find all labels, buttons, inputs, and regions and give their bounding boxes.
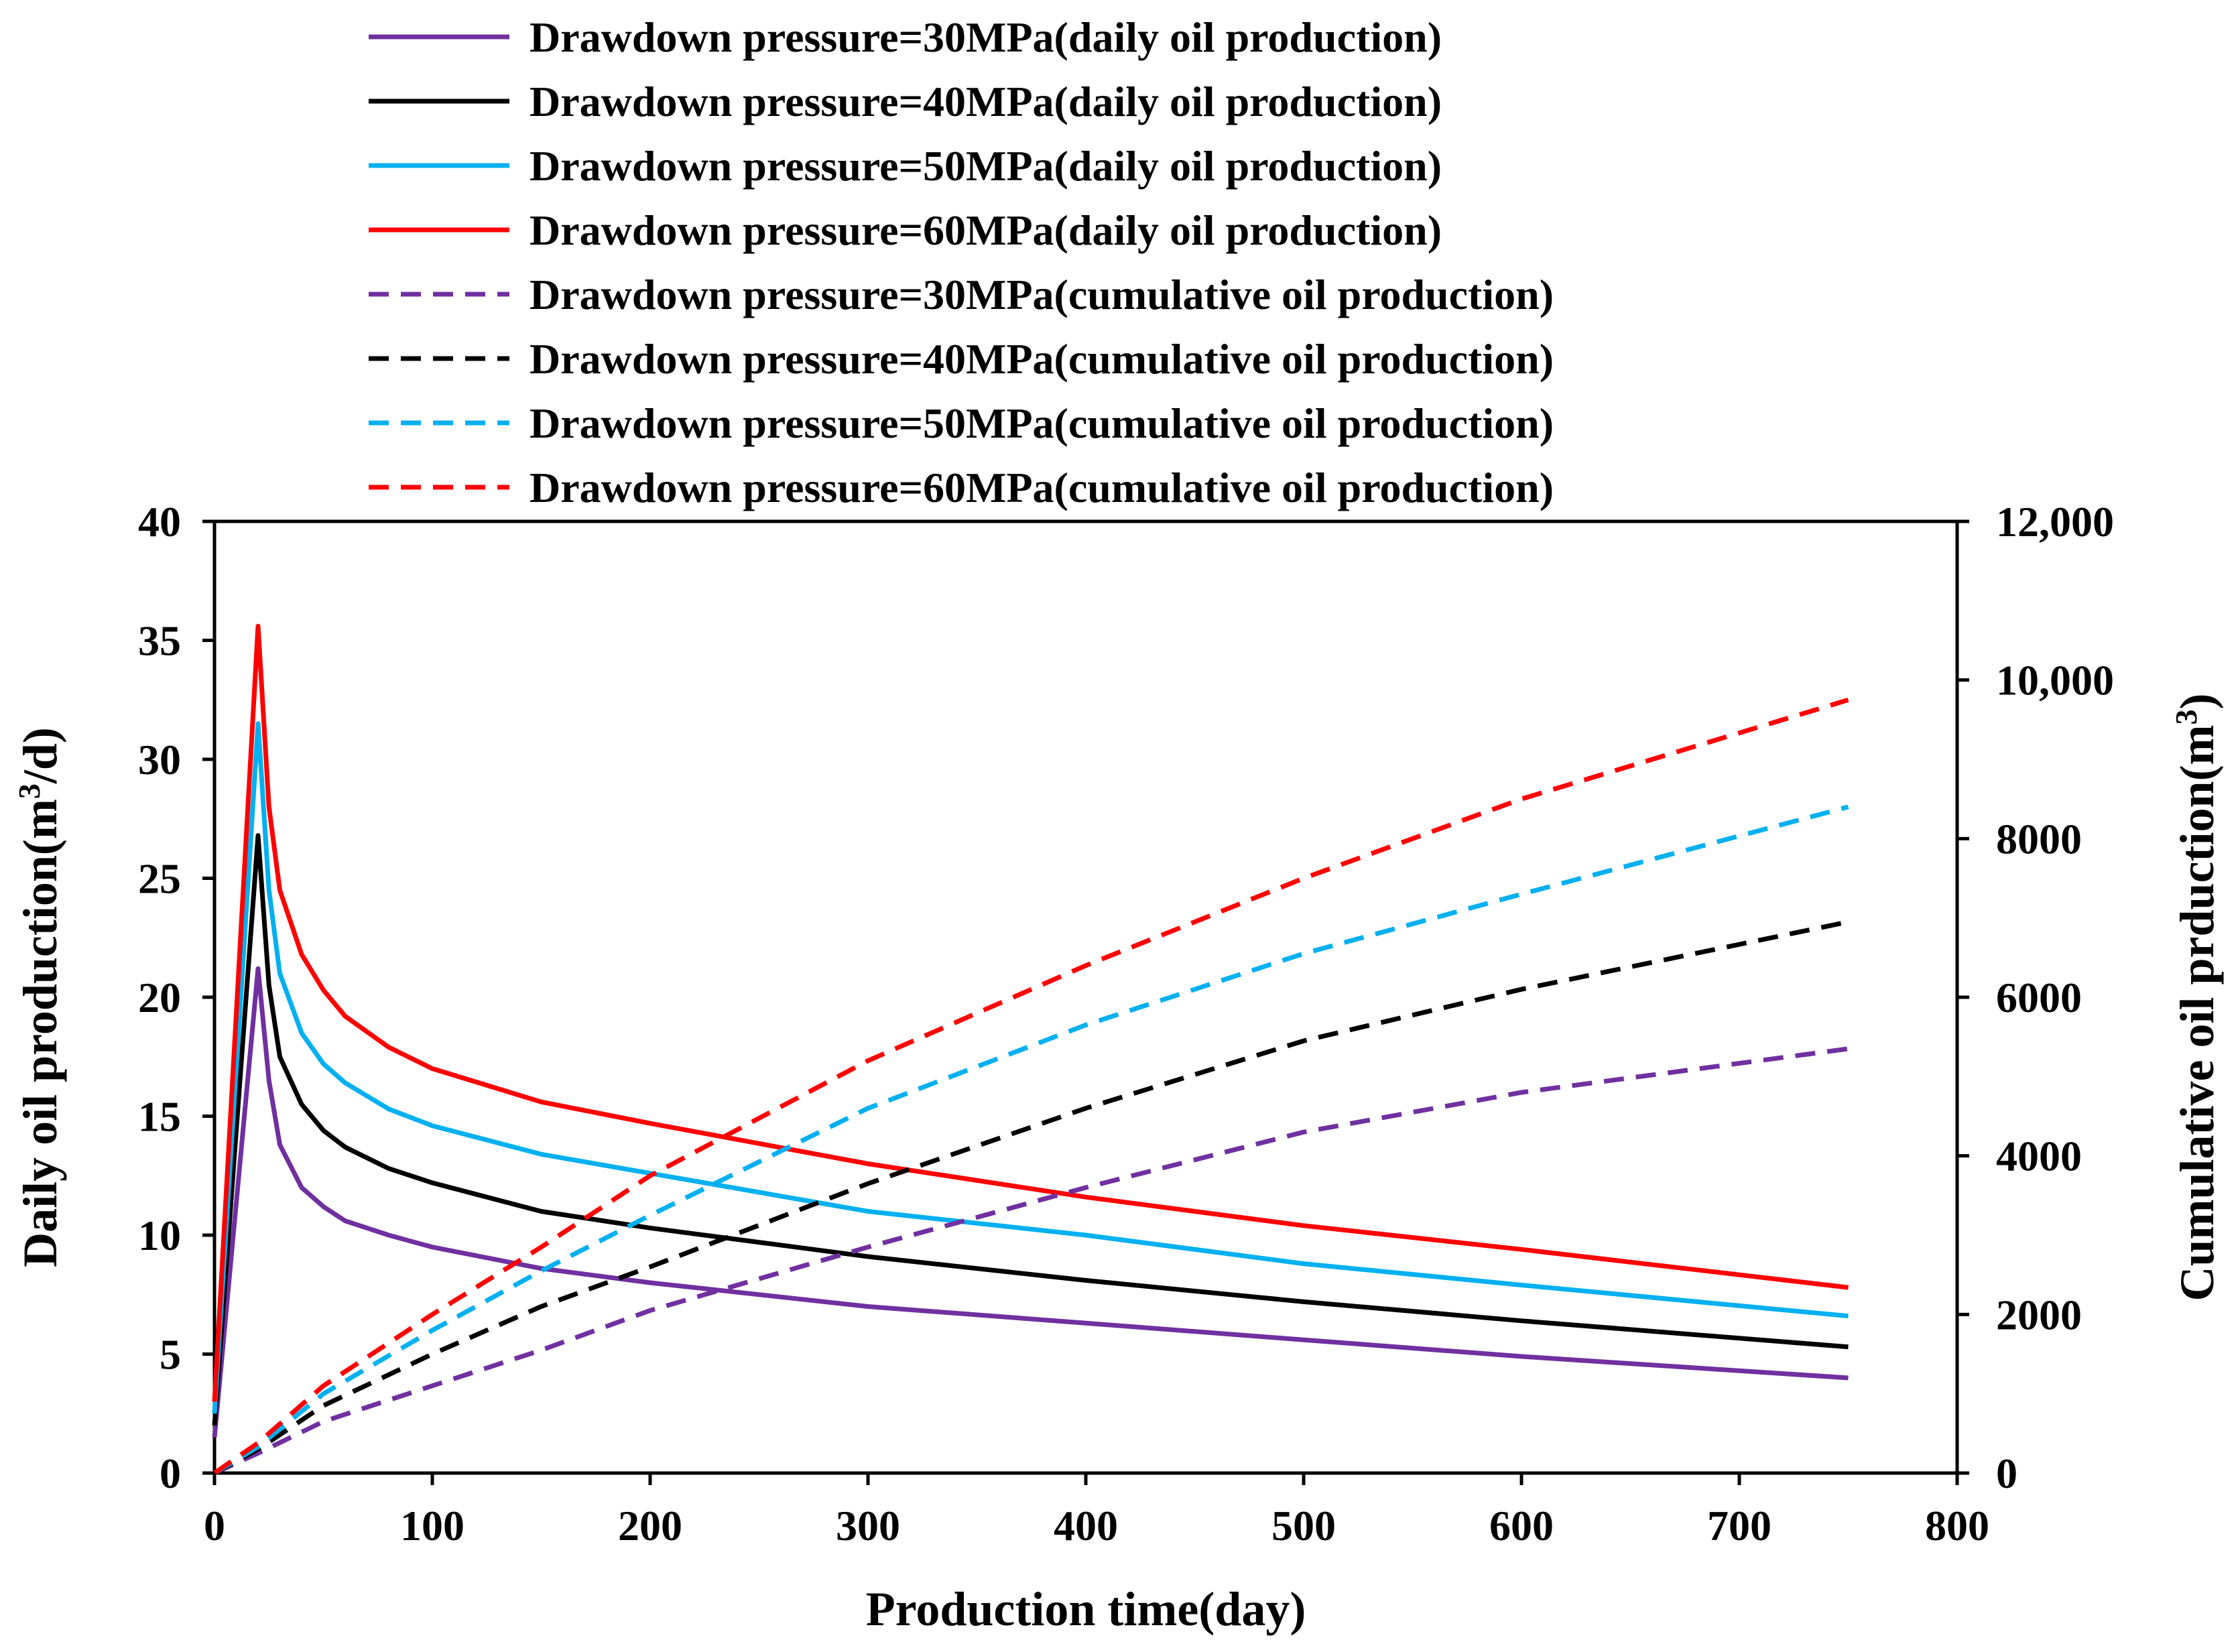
x-tick-label: 700 xyxy=(1707,1502,1771,1549)
legend-label: Drawdown pressure=50MPa(cumulative oil p… xyxy=(530,399,1554,447)
series-line-5 xyxy=(213,1046,1849,1476)
x-tick-label: 200 xyxy=(618,1502,682,1549)
x-axis-title: Production time(day) xyxy=(866,1582,1306,1636)
y-right-tick-label: 10,000 xyxy=(1996,657,2114,704)
x-tick-label: 100 xyxy=(400,1502,464,1549)
legend-label: Drawdown pressure=60MPa(daily oil produc… xyxy=(530,206,1442,254)
x-tick-label: 500 xyxy=(1271,1502,1336,1549)
x-tick-label: 400 xyxy=(1054,1502,1118,1549)
x-tick-label: 300 xyxy=(836,1502,900,1549)
y-left-tick-label: 20 xyxy=(138,974,181,1021)
legend-label: Drawdown pressure=40MPa(cumulative oil p… xyxy=(530,335,1554,383)
series-line-6 xyxy=(213,919,1849,1476)
legend-label: Drawdown pressure=30MPa(daily oil produc… xyxy=(530,13,1442,61)
y-right-tick-label: 4000 xyxy=(1996,1133,2082,1180)
legend-label: Drawdown pressure=50MPa(daily oil produc… xyxy=(530,142,1442,190)
y-left-tick-label: 10 xyxy=(138,1212,181,1259)
y-left-tick-label: 0 xyxy=(160,1450,181,1497)
y-left-tick-label: 5 xyxy=(160,1331,181,1379)
legend-label: Drawdown pressure=40MPa(daily oil produc… xyxy=(530,78,1442,125)
y-left-axis-title: Daily oil production(m3/d) xyxy=(12,727,68,1267)
series-line-2 xyxy=(212,833,1849,1426)
legend: Drawdown pressure=30MPa(daily oil produc… xyxy=(369,13,1554,511)
y-right-tick-label: 2000 xyxy=(1996,1291,2082,1338)
x-tick-label: 800 xyxy=(1925,1502,1989,1549)
y-right-axis-title: Cumulative oil prduction(m3) xyxy=(2169,693,2225,1301)
series-line-1 xyxy=(212,966,1849,1438)
series-line-4 xyxy=(212,623,1849,1402)
x-axis: 0 100 200 300 400 500 600 700 800 xyxy=(204,1473,1989,1549)
series-line-7 xyxy=(213,804,1849,1475)
y-left-tick-label: 25 xyxy=(138,855,181,903)
y-right-tick-label: 12,000 xyxy=(1996,498,2114,546)
y-right-axis: 0 2000 4000 6000 8000 10,000 12,000 xyxy=(1957,498,2114,1497)
y-right-tick-label: 8000 xyxy=(1996,815,2082,863)
y-left-tick-label: 40 xyxy=(138,498,181,546)
series-layer xyxy=(212,623,1849,1476)
y-left-axis: 0 5 10 15 20 25 30 35 40 xyxy=(138,498,214,1497)
y-left-tick-label: 15 xyxy=(138,1093,181,1141)
legend-label: Drawdown pressure=60MPa(cumulative oil p… xyxy=(530,464,1554,511)
y-right-tick-label: 0 xyxy=(1996,1450,2017,1497)
y-right-tick-label: 6000 xyxy=(1996,974,2082,1021)
x-tick-label: 600 xyxy=(1489,1502,1554,1549)
y-left-tick-label: 30 xyxy=(138,736,181,783)
legend-label: Drawdown pressure=30MPa(cumulative oil p… xyxy=(530,271,1554,318)
x-tick-label: 0 xyxy=(204,1502,225,1549)
series-line-3 xyxy=(212,721,1849,1414)
y-left-tick-label: 35 xyxy=(138,617,181,665)
series-line-8 xyxy=(213,697,1849,1475)
